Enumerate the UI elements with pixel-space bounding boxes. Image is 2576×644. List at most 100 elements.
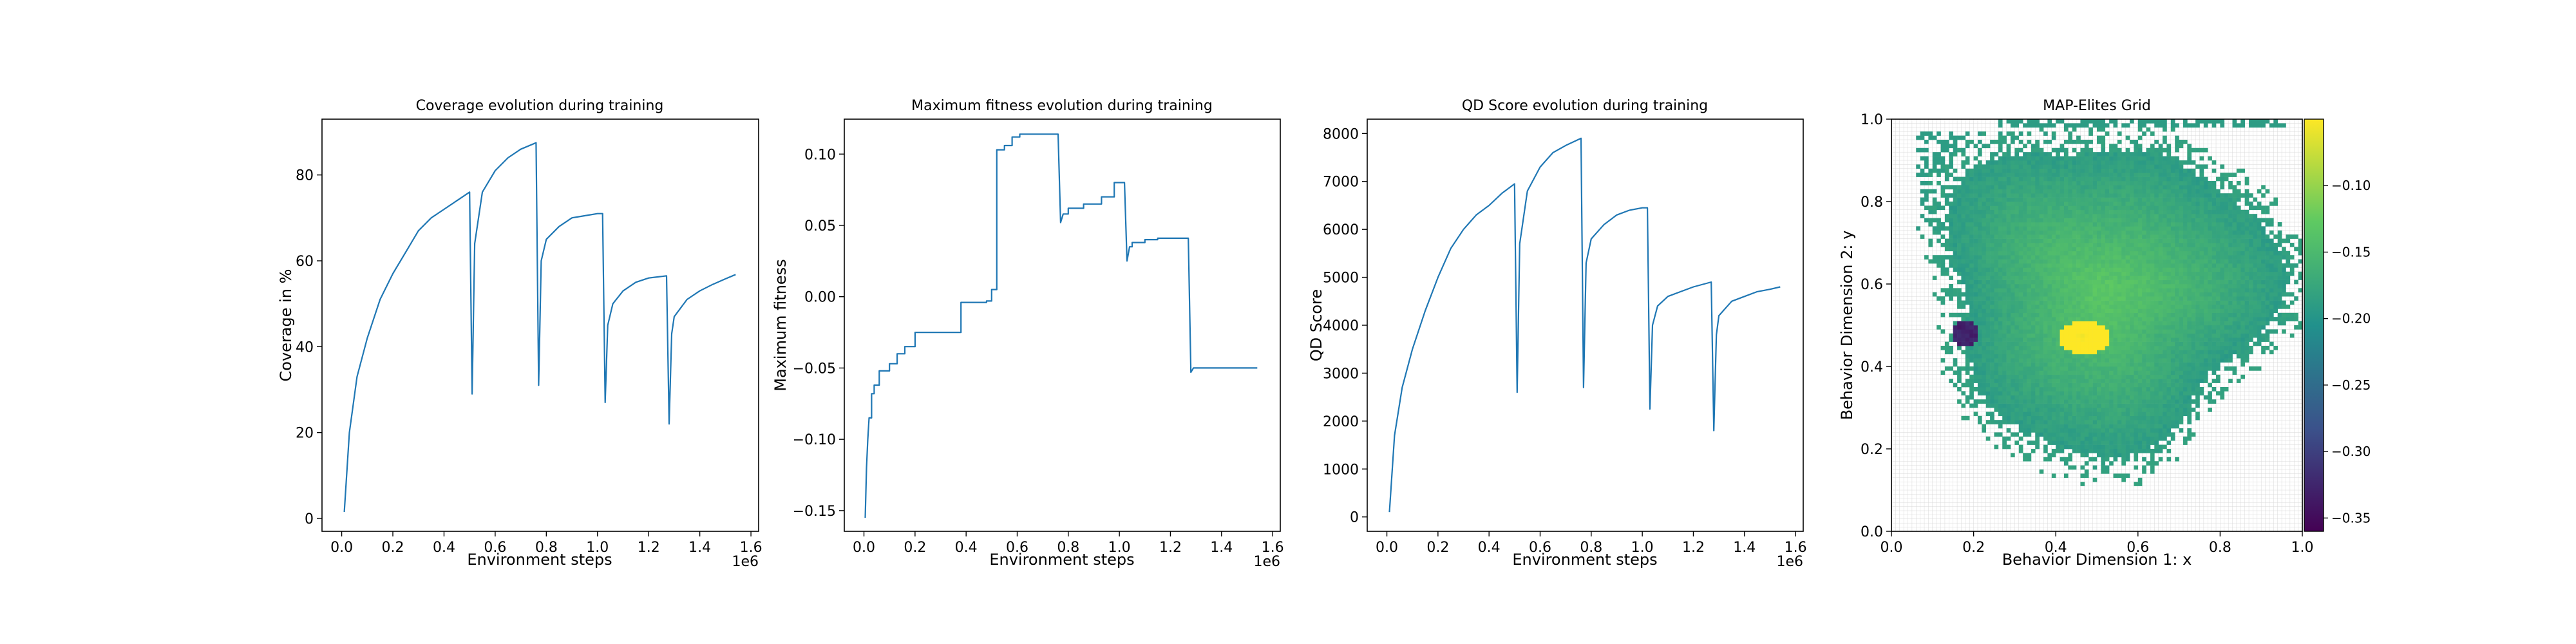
map-elites-cell xyxy=(2109,173,2114,177)
map-elites-cell xyxy=(2109,156,2114,161)
map-elites-cell xyxy=(2113,288,2118,293)
map-elites-cell xyxy=(2170,424,2175,429)
map-elites-cell xyxy=(2063,276,2069,280)
map-elites-cell xyxy=(2137,399,2143,404)
map-elites-cell xyxy=(2137,329,2143,334)
map-elites-cell xyxy=(1994,403,1999,408)
map-elites-cell xyxy=(2195,296,2200,301)
map-elites-cell xyxy=(1928,243,1933,247)
map-elites-cell xyxy=(2039,209,2044,214)
map-elites-cell xyxy=(2043,292,2048,297)
map-elites-cell xyxy=(1965,226,1970,231)
map-elites-cell xyxy=(2154,329,2159,334)
map-elites-cell xyxy=(2150,374,2155,379)
map-elites-cell xyxy=(2158,362,2163,367)
map-elites-cell xyxy=(2084,263,2089,268)
map-elites-cell xyxy=(1985,230,1991,235)
map-elites-cell xyxy=(2072,209,2077,214)
map-elites-cell xyxy=(2134,202,2139,206)
map-elites-cell xyxy=(2084,424,2089,429)
map-elites-cell xyxy=(1961,152,1966,156)
map-elites-cell xyxy=(2023,259,2027,264)
map-elites-cell xyxy=(2170,271,2175,276)
map-elites-cell xyxy=(2150,403,2155,408)
map-elites-cell xyxy=(1998,362,2003,367)
map-elites-cell xyxy=(2130,168,2134,173)
map-elites-cell xyxy=(2027,333,2032,338)
qd-score-ytick-label: 1000 xyxy=(1323,462,1359,478)
map-elites-cell xyxy=(2072,387,2077,392)
map-elites-cell xyxy=(2023,341,2027,346)
map-elites-cell xyxy=(2035,230,2040,235)
map-elites-cell xyxy=(2072,185,2077,190)
map-elites-cell xyxy=(2158,284,2163,289)
map-elites-cell xyxy=(2027,238,2032,243)
map-elites-cell xyxy=(2002,305,2007,309)
map-elites-cell xyxy=(2063,473,2069,478)
map-elites-cell xyxy=(1973,189,1978,194)
map-elites-cell xyxy=(2175,366,2179,371)
map-elites-cell xyxy=(2109,317,2114,321)
map-elites-cell xyxy=(1973,403,1978,408)
map-elites-cell xyxy=(1990,202,1994,206)
map-elites-cell xyxy=(2134,173,2139,177)
map-elites-cell xyxy=(1977,214,1982,218)
map-elites-cell xyxy=(1977,321,1982,326)
map-elites-cell xyxy=(1998,412,2003,417)
map-elites-cell xyxy=(1969,238,1974,243)
map-elites-cell xyxy=(2125,173,2130,177)
map-elites-cell xyxy=(2088,267,2093,272)
map-elites-cell xyxy=(2117,449,2122,453)
map-elites-cell xyxy=(1998,263,2003,268)
map-elites-cell xyxy=(2047,432,2052,437)
map-elites-cell xyxy=(2158,202,2163,206)
map-elites-cell xyxy=(2125,444,2130,450)
map-elites-cell xyxy=(2163,205,2167,211)
map-elites-cell xyxy=(2018,205,2023,211)
map-elites-cell xyxy=(2130,164,2134,169)
map-elites-cell xyxy=(1990,415,1994,421)
map-elites-cell xyxy=(1965,263,1970,268)
map-elites-cell xyxy=(1998,234,2003,239)
map-elites-cell xyxy=(2047,440,2052,445)
map-elites-cell xyxy=(1982,202,1987,206)
map-elites-cell xyxy=(2208,218,2212,223)
map-elites-cell xyxy=(2035,214,2040,218)
map-elites-cell xyxy=(2018,140,2023,144)
map-elites-cell xyxy=(2187,395,2192,400)
map-elites-cell xyxy=(2113,168,2118,173)
map-elites-cell xyxy=(2137,271,2143,276)
map-elites-cell xyxy=(2051,387,2056,392)
map-elites-cell xyxy=(1985,395,1991,400)
map-elites-cell xyxy=(2137,362,2143,367)
map-elites-cell xyxy=(1990,267,1994,272)
map-elites-cell xyxy=(2060,354,2065,359)
map-elites-cell xyxy=(2187,292,2192,297)
map-elites-cell xyxy=(2023,271,2027,276)
map-elites-cell xyxy=(2121,461,2126,466)
map-elites-cell xyxy=(2023,230,2027,235)
map-elites-cell xyxy=(2121,358,2126,363)
map-elites-cell xyxy=(1985,436,1991,441)
map-elites-cell xyxy=(2006,362,2011,367)
map-elites-cell xyxy=(2097,222,2101,227)
map-elites-cell xyxy=(2011,247,2015,252)
map-elites-cell xyxy=(1990,259,1994,264)
map-elites-cell xyxy=(2208,399,2212,404)
map-elites-cell xyxy=(2109,305,2114,309)
map-elites-cell xyxy=(2068,346,2073,350)
map-elites-cell xyxy=(2208,185,2212,190)
map-elites-cell xyxy=(2142,403,2146,408)
map-elites-cell xyxy=(2199,147,2204,153)
map-elites-cell xyxy=(2018,350,2023,355)
map-elites-cell xyxy=(2187,296,2192,301)
map-elites-cell xyxy=(1937,222,1941,227)
map-elites-cell xyxy=(2006,412,2011,417)
map-elites-cell xyxy=(2158,333,2163,338)
map-elites-cell xyxy=(1994,362,1999,367)
map-elites-cell xyxy=(2039,420,2044,424)
map-elites-cell xyxy=(2097,119,2101,124)
map-elites-cell xyxy=(1973,300,1978,305)
map-elites-cell xyxy=(2203,147,2208,153)
map-elites-cell xyxy=(2063,127,2069,132)
